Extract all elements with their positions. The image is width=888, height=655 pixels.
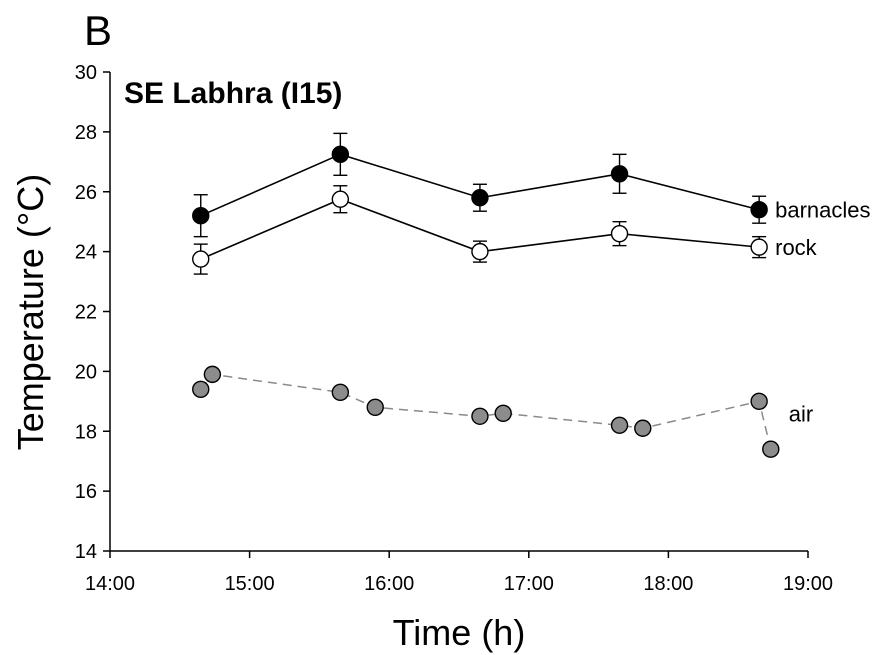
rock-point [331,190,350,208]
y-tick-label: 20 [75,361,97,383]
chart-title: SE Labhra (I15) [124,77,342,110]
y-axis-title: Temperature (°C) [10,174,51,450]
rock-point [192,250,210,268]
air-point [762,440,780,458]
barnacles-point [331,145,350,164]
series-air [192,365,780,458]
air-point [494,404,512,422]
rock-point [610,224,629,243]
y-tick-label: 28 [75,122,97,144]
series-label-rock: rock [775,235,818,260]
barnacles-point [610,165,629,183]
barnacles-point [192,206,210,225]
y-tick-label: 26 [75,182,97,204]
y-tick-label: 30 [75,62,97,84]
barnacles-point [750,201,768,219]
y-tick-label: 14 [75,541,97,563]
air-point [634,419,652,437]
y-tick-label: 16 [75,481,97,503]
x-tick-label: 19:00 [783,573,833,595]
rock-point [471,242,489,261]
x-tick-label: 16:00 [364,573,414,595]
x-tick-label: 15:00 [225,573,275,595]
y-tick-label: 24 [75,242,97,264]
x-tick-label: 17:00 [504,573,554,595]
air-point [203,365,222,384]
series-label-air: air [789,401,813,426]
air-point [471,407,489,425]
x-tick-label: 18:00 [643,573,693,595]
air-point [192,380,210,399]
rock-point [750,238,768,256]
y-ticks: 14 16 18 20 22 24 26 28 30 [75,62,110,563]
x-axis-title: Time (h) [393,612,526,653]
air-line [200,373,772,450]
y-tick-label: 18 [75,421,97,443]
air-point [366,398,384,416]
series-barnacles [192,132,768,238]
series-rock [192,185,768,275]
axes [109,72,808,552]
air-point [610,416,629,434]
x-ticks: 14:00 15:00 16:00 17:00 18:00 19:00 [85,551,833,595]
barnacles-point [471,189,489,207]
series-labels: barnacles rock air [775,198,870,427]
series-label-barnacles: barnacles [775,198,870,223]
panel-label: B [84,7,112,54]
air-point [750,392,768,411]
y-tick-label: 22 [75,302,97,324]
x-tick-label: 14:00 [85,573,135,595]
air-point [331,383,350,402]
plot-area [192,132,780,458]
